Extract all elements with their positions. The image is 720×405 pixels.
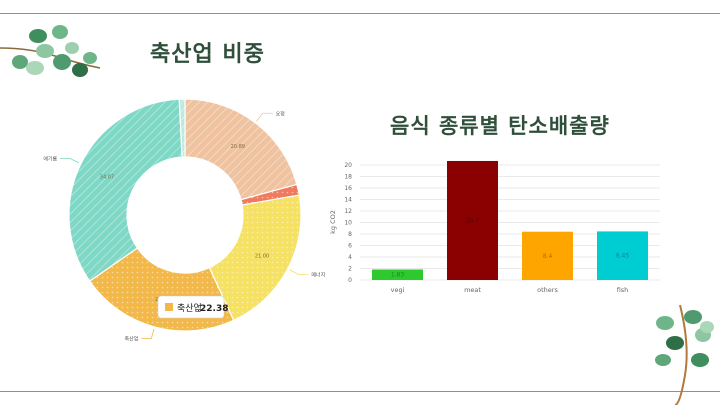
bar-fish xyxy=(597,231,648,280)
donut-category-label-0: 요정 xyxy=(276,110,285,117)
bar-y-tick-3: 6 xyxy=(348,243,352,250)
tooltip-label: 축산업 xyxy=(177,303,202,314)
bar-x-tick-vegi: vegi xyxy=(391,286,405,294)
bar-meat xyxy=(447,160,498,280)
bar-y-tick-5: 10 xyxy=(344,220,352,227)
bar-marks: 1.83 20.7 8.4 8.45 xyxy=(372,160,648,280)
bar-value-label-others: 8.4 xyxy=(543,253,553,260)
donut-leader-line-3 xyxy=(141,328,155,339)
bar-y-tick-0: 0 xyxy=(348,277,352,284)
carbon-emission-bar-chart: 0 2 4 6 8 10 12 14 16 18 20 kg CO2 1.83 20.7 8.4 8.45… xyxy=(329,160,660,294)
bar-y-tick-4: 8 xyxy=(348,231,352,238)
bar-x-tick-meat: meat xyxy=(464,286,481,294)
top-divider-line xyxy=(0,13,720,14)
donut-value-label-2: 21.00 xyxy=(255,253,269,259)
donut-value-label-4: 34.07 xyxy=(100,175,114,181)
donut-value-label-0: 20.89 xyxy=(231,144,245,150)
bar-y-tick-8: 16 xyxy=(344,185,352,192)
donut-slice-texture-2 xyxy=(209,195,301,321)
donut-leader-line-4 xyxy=(60,158,80,164)
donut-leader-line-0 xyxy=(256,112,273,122)
bar-x-tick-others: others xyxy=(537,286,558,294)
bar-y-tick-10: 20 xyxy=(344,162,352,169)
donut-slice-texture-1 xyxy=(240,184,300,206)
bar-y-axis-label: kg CO2 xyxy=(329,210,337,234)
bar-value-label-vegi: 1.83 xyxy=(391,272,405,279)
bar-y-tick-7: 14 xyxy=(344,197,352,204)
donut-leader-line-2 xyxy=(289,269,309,275)
eucalyptus-branch-bottom-right-icon xyxy=(655,305,714,405)
tooltip-swatch xyxy=(165,303,173,311)
donut-slices xyxy=(68,98,302,332)
bar-x-tick-fish: fish xyxy=(617,286,629,294)
donut-slice-texture-5 xyxy=(179,99,185,158)
bar-y-tick-labels: 0 2 4 6 8 10 12 14 16 18 20 xyxy=(344,162,352,284)
donut-slice-texture-0 xyxy=(185,99,297,200)
bar-value-label-fish: 8.45 xyxy=(616,253,630,260)
bar-chart-title: 음식 종류별 탄소배출량 xyxy=(390,114,610,138)
donut-tooltip: 축산업 : 22.38 xyxy=(157,295,228,319)
tooltip-value: 22.38 xyxy=(200,304,228,314)
bar-others xyxy=(522,231,573,280)
donut-chart-title: 축산업 비중 xyxy=(150,42,265,67)
eucalyptus-branch-top-left-icon xyxy=(0,25,101,77)
bar-vegi xyxy=(372,269,423,280)
bar-y-tick-9: 18 xyxy=(344,174,352,181)
donut-slice-texture-4 xyxy=(69,99,183,282)
tooltip-separator: : xyxy=(197,304,200,314)
bar-y-tick-1: 2 xyxy=(348,266,352,273)
bar-value-label-meat: 20.7 xyxy=(466,217,480,224)
donut-category-label-4: 에기름 xyxy=(43,155,57,162)
bottom-divider-line xyxy=(0,391,720,392)
donut-category-label-3: 축산업 xyxy=(125,335,139,342)
bar-y-tick-2: 4 xyxy=(348,254,352,261)
bar-y-tick-6: 12 xyxy=(344,208,352,215)
bar-x-tick-labels: vegi meat others fish xyxy=(391,286,629,294)
donut-category-label-2: 메너지 xyxy=(311,271,325,278)
